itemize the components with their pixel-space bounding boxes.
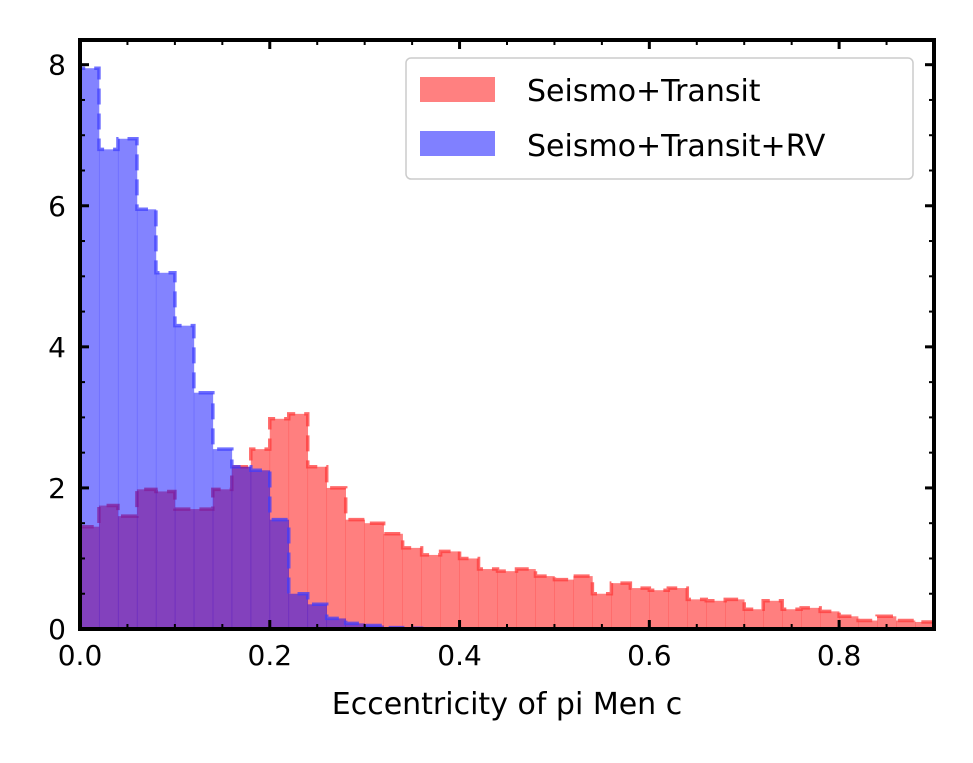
x-tick-label: 0.6 — [627, 639, 672, 672]
bar-seismo-transit-rv — [155, 272, 176, 629]
legend-box — [405, 57, 914, 180]
bar-seismo-transit — [858, 620, 878, 629]
bar-seismo-transit — [687, 599, 707, 629]
series-layer — [78, 66, 936, 631]
bar-seismo-transit — [231, 466, 252, 629]
legend: Seismo+Transit Seismo+Transit+RV — [405, 57, 914, 180]
bar-seismo-transit — [288, 413, 309, 629]
bar-seismo-transit — [839, 616, 859, 629]
x-axis-title: Eccentricity of pi Men c — [332, 687, 682, 722]
bar-seismo-transit — [421, 554, 441, 629]
legend-label-seismo-transit: Seismo+Transit — [527, 74, 761, 109]
bar-seismo-transit — [478, 569, 498, 629]
bar-seismo-transit — [383, 533, 403, 629]
bar-seismo-transit — [174, 509, 195, 629]
bar-seismo-transit — [250, 449, 271, 629]
y-tick-label: 6 — [48, 190, 66, 223]
y-tick-labels: 0 2 4 6 8 — [48, 49, 66, 646]
bar-seismo-transit-rv — [117, 138, 138, 629]
bar-seismo-transit — [497, 571, 517, 629]
bar-seismo-transit — [896, 620, 916, 629]
series-seismo-transit — [78, 412, 936, 629]
bar-seismo-transit-rv — [80, 68, 100, 629]
bar-seismo-transit-rv — [98, 149, 119, 629]
bar-seismo-transit — [801, 607, 821, 629]
bar-seismo-transit — [80, 526, 100, 629]
bar-seismo-transit-rv — [269, 519, 290, 629]
bar-seismo-transit — [212, 489, 233, 629]
bar-seismo-transit — [706, 600, 726, 629]
bar-seismo-transit-rv — [193, 392, 214, 629]
bar-seismo-transit — [744, 609, 764, 629]
bar-seismo-transit-rv — [326, 618, 346, 629]
y-tick-label: 4 — [48, 331, 66, 364]
legend-swatch-seismo-transit-rv — [420, 131, 495, 156]
y-tick-label: 0 — [48, 613, 66, 646]
x-tick-labels: 0.0 0.2 0.4 0.6 0.8 — [58, 639, 862, 672]
bar-seismo-transit — [877, 616, 897, 629]
bar-seismo-transit — [307, 466, 328, 629]
bar-seismo-transit — [725, 599, 745, 629]
outline-seismo-transit-rv — [78, 66, 441, 631]
bar-seismo-transit — [516, 569, 536, 629]
x-tick-label: 0.0 — [58, 639, 103, 672]
bar-seismo-transit — [364, 523, 384, 629]
bar-seismo-transit — [193, 509, 214, 629]
bar-seismo-transit — [326, 487, 346, 629]
bar-seismo-transit — [763, 600, 783, 629]
legend-label-seismo-transit-rv: Seismo+Transit+RV — [527, 129, 826, 164]
bar-seismo-transit — [915, 621, 935, 629]
bar-seismo-transit — [782, 609, 802, 629]
bar-seismo-transit — [136, 489, 157, 629]
bar-seismo-transit — [440, 551, 460, 629]
x-tick-label: 0.8 — [817, 639, 862, 672]
bar-seismo-transit — [345, 519, 365, 629]
legend-swatch-seismo-transit — [420, 77, 495, 102]
bar-seismo-transit-rv — [136, 209, 157, 630]
x-tick-label: 0.2 — [248, 639, 293, 672]
bar-seismo-transit-rv — [307, 604, 328, 629]
bar-seismo-transit — [155, 491, 176, 629]
bar-seismo-transit-rv — [212, 449, 233, 629]
bar-seismo-transit — [592, 593, 612, 629]
bar-seismo-transit-rv — [345, 623, 365, 629]
bar-seismo-transit — [402, 547, 422, 629]
bar-seismo-transit-rv — [174, 325, 195, 629]
x-tick-label: 0.4 — [437, 639, 482, 672]
plot-frame — [78, 38, 936, 631]
bar-seismo-transit — [649, 590, 669, 629]
bar-seismo-transit — [98, 505, 119, 629]
bar-seismo-transit — [630, 588, 650, 629]
bar-seismo-transit — [820, 611, 840, 629]
bar-seismo-transit-rv — [231, 466, 252, 629]
bar-seismo-transit — [573, 576, 593, 629]
bar-seismo-transit — [117, 516, 138, 629]
y-tick-label: 2 — [48, 472, 66, 505]
y-tick-label: 8 — [48, 49, 66, 82]
bar-seismo-transit — [459, 558, 479, 629]
bar-seismo-transit — [668, 588, 688, 629]
bar-seismo-transit-rv — [288, 593, 309, 629]
series-seismo-transit-rv — [78, 66, 441, 631]
bar-seismo-transit — [611, 583, 631, 629]
outline-seismo-transit — [78, 412, 936, 629]
bar-seismo-transit — [535, 576, 555, 629]
bar-seismo-transit — [269, 418, 290, 629]
bar-seismo-transit-rv — [250, 470, 271, 629]
bar-seismo-transit — [554, 579, 574, 629]
